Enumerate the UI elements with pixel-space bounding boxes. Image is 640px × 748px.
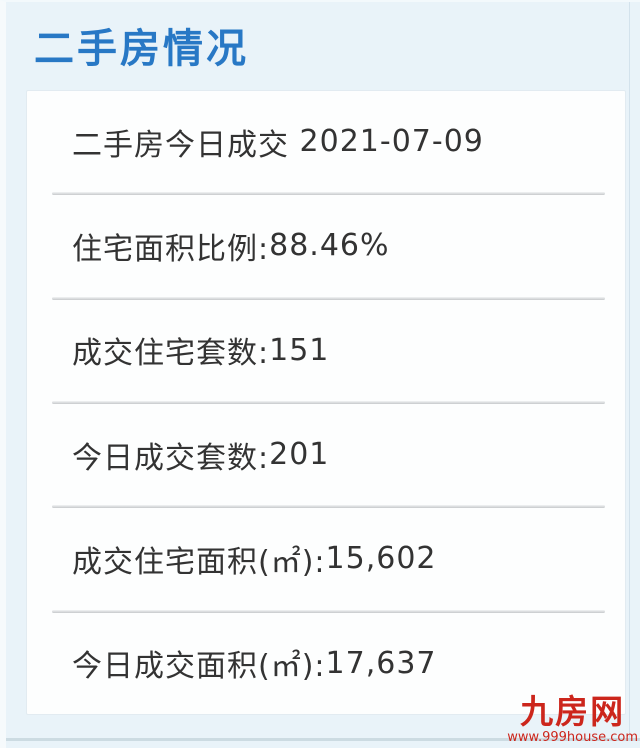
stat-label: 今日成交套数: bbox=[72, 440, 270, 476]
right-border-line bbox=[629, 2, 630, 738]
stat-row-residential-units-sold: 成交住宅套数: 151 bbox=[27, 300, 625, 401]
site-logo: 九房网 bbox=[520, 692, 626, 731]
row-divider bbox=[52, 192, 605, 196]
page-title: 二手房情况 bbox=[34, 26, 249, 72]
stat-label: 住宅面积比例: bbox=[72, 231, 270, 267]
stat-label: 二手房今日成交 bbox=[72, 127, 300, 163]
stat-label: 成交住宅套数: bbox=[72, 336, 270, 372]
row-divider bbox=[52, 296, 605, 300]
stats-panel: 二手房今日成交 2021-07-09 住宅面积比例: 88.46% 成交住宅套数:… bbox=[26, 90, 626, 715]
stat-value: 2021-07-09 bbox=[299, 124, 484, 160]
stat-value: 201 bbox=[269, 437, 330, 473]
row-divider bbox=[52, 505, 605, 509]
site-watermark: 九房网 www.999house.com bbox=[507, 695, 638, 745]
stat-label: 成交住宅面积(㎡): bbox=[72, 544, 326, 580]
stat-value: 15,602 bbox=[325, 541, 437, 577]
stat-row-total-units-sold: 今日成交套数: 201 bbox=[27, 404, 625, 505]
row-divider bbox=[52, 609, 605, 613]
bottom-border-line bbox=[6, 738, 640, 741]
stat-row-residential-area-sold: 成交住宅面积(㎡): 15,602 bbox=[27, 508, 625, 609]
stat-row-total-area-sold: 今日成交面积(㎡): 17,637 bbox=[27, 613, 625, 714]
stat-value: 88.46% bbox=[269, 228, 390, 264]
site-url: www.999house.com bbox=[507, 730, 638, 745]
stat-row-date: 二手房今日成交 2021-07-09 bbox=[27, 91, 625, 192]
stat-row-residential-area-ratio: 住宅面积比例: 88.46% bbox=[27, 195, 625, 296]
stat-value: 151 bbox=[269, 332, 330, 368]
row-divider bbox=[52, 400, 605, 404]
stat-label: 今日成交面积(㎡): bbox=[72, 649, 326, 685]
stat-value: 17,637 bbox=[325, 645, 437, 681]
